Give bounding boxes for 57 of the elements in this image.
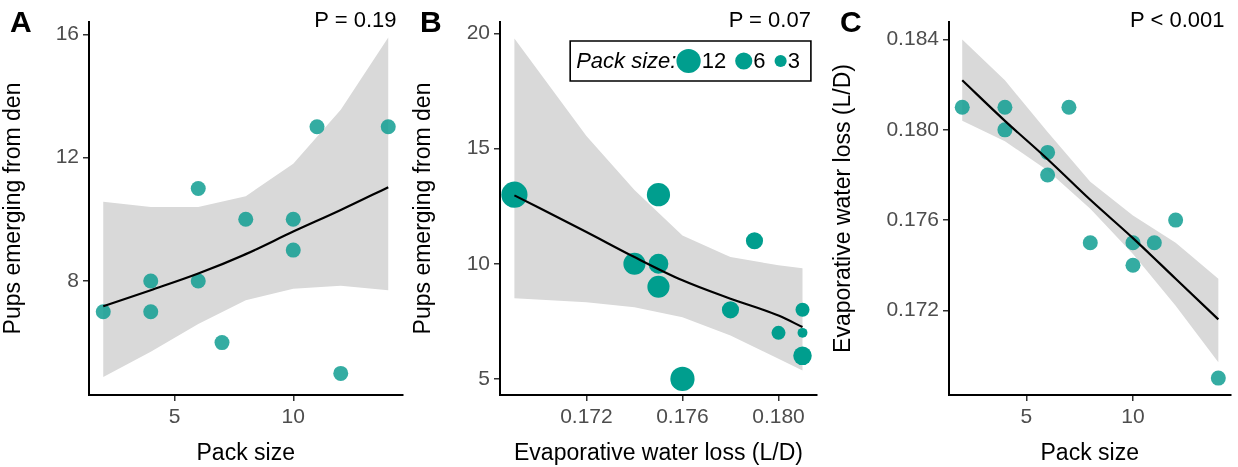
text: A [10,5,32,38]
y-tick-label: 0.184 [886,26,940,50]
x-axis-title: Pack size [1040,438,1139,465]
point [95,304,111,320]
point [1082,235,1098,251]
point [190,273,206,289]
y-tick-label: 5 [478,365,490,389]
text: C [840,5,862,38]
y-axis-title: Pups emerging from den [0,82,26,335]
x-tick-label: 0.176 [656,404,709,428]
x-tick-label: 5 [168,404,181,428]
annotation: P < 0.001 [1130,7,1225,32]
point [214,335,230,351]
point [997,122,1013,138]
point [1210,370,1226,386]
text: B [420,5,442,38]
x-axis-title: Evaporative water loss (L/D) [514,438,803,465]
y-tick-label: 16 [55,21,79,45]
x-tick-label: 10 [281,404,305,428]
x-tick-label: 10 [1121,404,1145,428]
point [143,304,159,320]
legend-label: 6 [753,48,766,74]
y-axis-title: Evaporative water loss (L/D) [829,64,856,353]
point [285,242,301,258]
annotation: P = 0.19 [314,7,397,32]
point [309,119,325,135]
annotation: P = 0.07 [728,7,811,32]
point [190,180,206,196]
y-axis-title: Pups emerging from den [409,82,436,335]
x-tick-label: 5 [1020,404,1033,428]
point [143,273,159,289]
y-tick-label: 12 [55,144,79,168]
y-tick-label: 20 [466,20,490,44]
legend-label: 3 [787,48,800,74]
legend-title: Pack size: [576,48,677,74]
point [1061,99,1077,115]
y-tick-label: 15 [466,135,490,159]
point [997,99,1013,115]
point [380,119,396,135]
point [333,365,349,381]
x-tick-label: 0.180 [752,404,805,428]
point [1146,235,1162,251]
line-series [961,79,1220,321]
point [1040,167,1056,183]
y-tick-label: 10 [466,250,490,274]
x-axis-title: Pack size [196,438,295,465]
y-tick-label: 0.176 [886,206,939,230]
legend-label: 12 [701,48,727,74]
point [238,211,254,227]
y-tick-label: 0.180 [886,116,939,140]
x-tick-label: 0.172 [560,404,613,428]
y-tick-label: 0.172 [886,297,939,321]
y-tick-label: 8 [67,267,79,291]
point [954,99,970,115]
point [1168,212,1184,228]
point [285,211,301,227]
point [1125,257,1141,273]
